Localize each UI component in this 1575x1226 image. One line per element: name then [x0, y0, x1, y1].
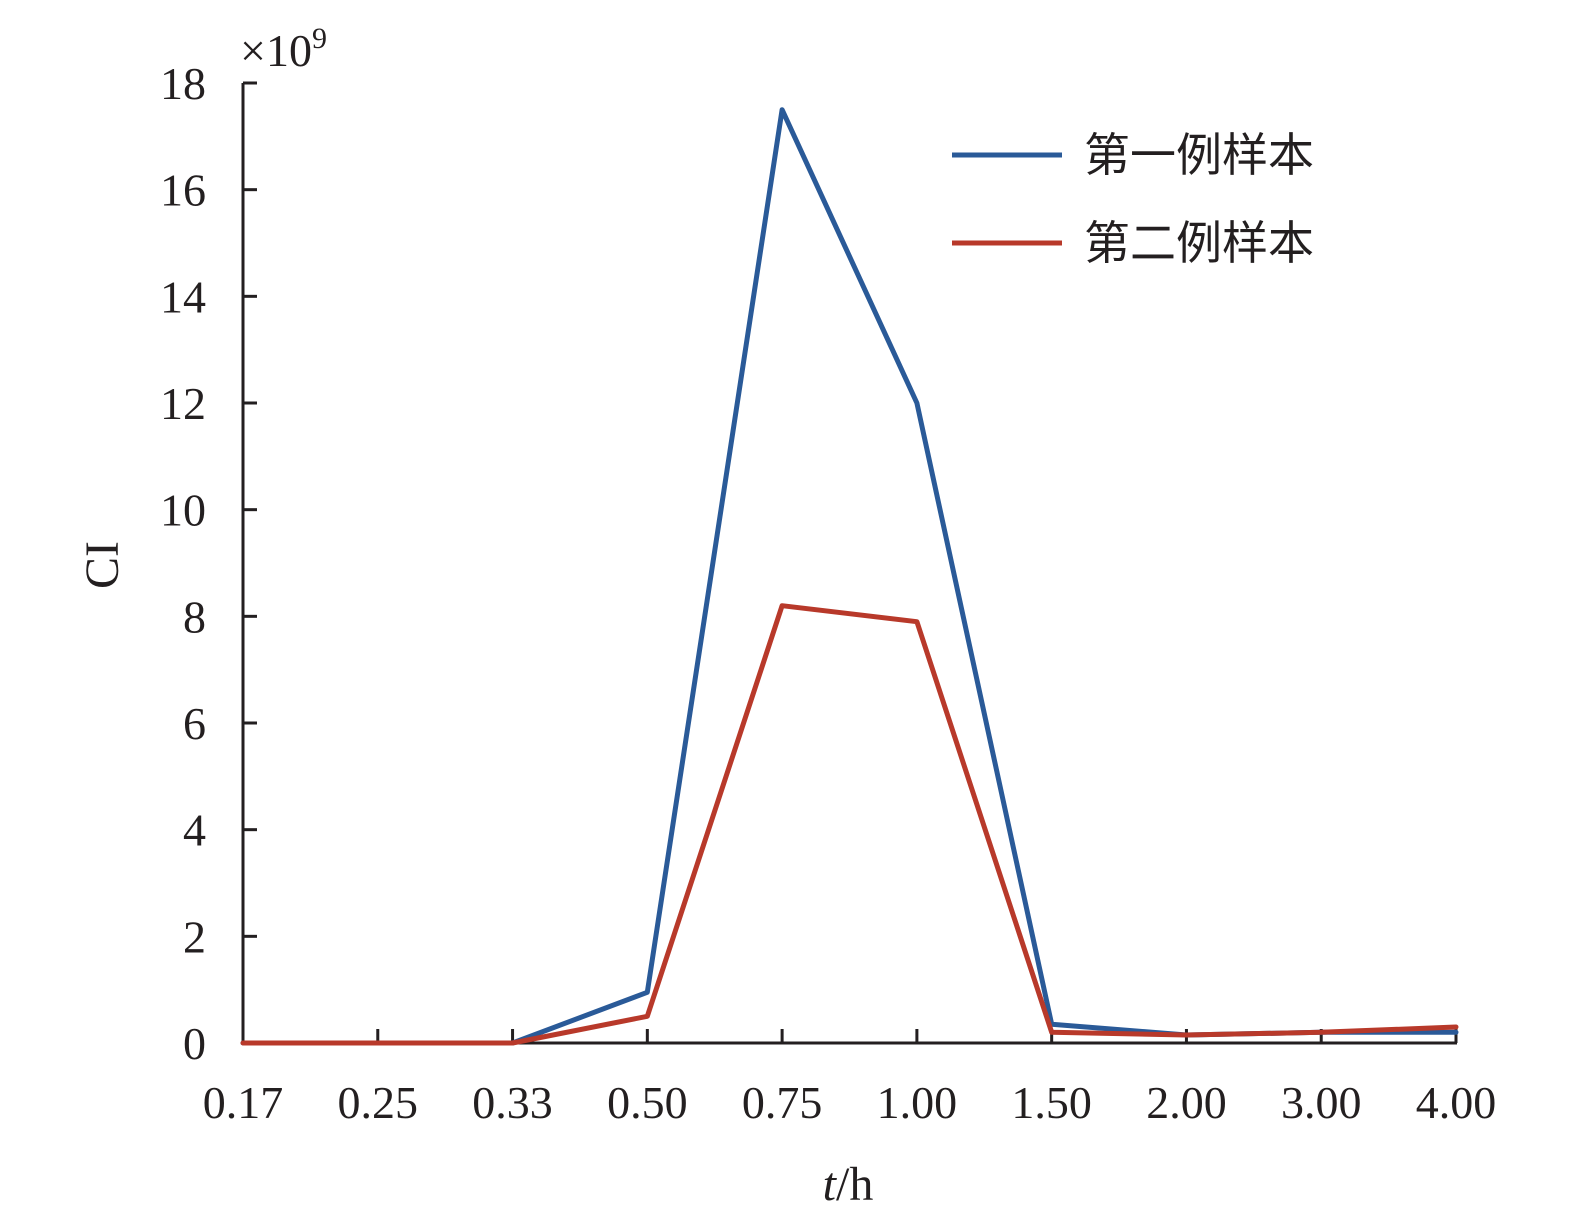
y-tick-label: 2 — [183, 911, 206, 962]
x-tick-label: 0.50 — [607, 1077, 688, 1128]
x-tick-label: 0.17 — [203, 1077, 284, 1128]
y-tick-label: 0 — [183, 1018, 206, 1069]
legend-label-1: 第一例样本 — [1084, 128, 1314, 182]
series-lines — [240, 107, 1459, 1046]
x-tick-label: 0.33 — [472, 1077, 553, 1128]
x-tick-label: 2.00 — [1146, 1077, 1227, 1128]
x-axis-title: t/h — [823, 1158, 874, 1211]
y-axis-title: CI — [76, 541, 129, 589]
x-tick-label: 1.50 — [1011, 1077, 1092, 1128]
y-tick-label: 6 — [183, 698, 206, 749]
x-tick-label: 0.75 — [742, 1077, 823, 1128]
y-tick-label: 10 — [160, 485, 206, 536]
y-tick-label: 8 — [183, 591, 206, 642]
y-tick-label: 14 — [160, 271, 206, 322]
x-tick-label: 0.25 — [338, 1077, 419, 1128]
x-tick-label: 1.00 — [877, 1077, 958, 1128]
y-tick-label: 18 — [160, 58, 206, 109]
y-tick-label: 12 — [160, 378, 206, 429]
x-tick-label: 4.00 — [1416, 1077, 1497, 1128]
y-tick-label: 16 — [160, 165, 206, 216]
legend-label-2: 第二例样本 — [1084, 216, 1314, 270]
series-line-2 — [240, 603, 1459, 1046]
x-tick-label: 3.00 — [1281, 1077, 1362, 1128]
axes: 0 2 4 6 8 10 12 14 16 18 0.17 0.25 0.33 0.50 0.75 1.00 1… — [160, 58, 1496, 1128]
y-axis-multiplier: ×109 — [240, 22, 327, 76]
y-tick-label: 4 — [183, 805, 206, 856]
